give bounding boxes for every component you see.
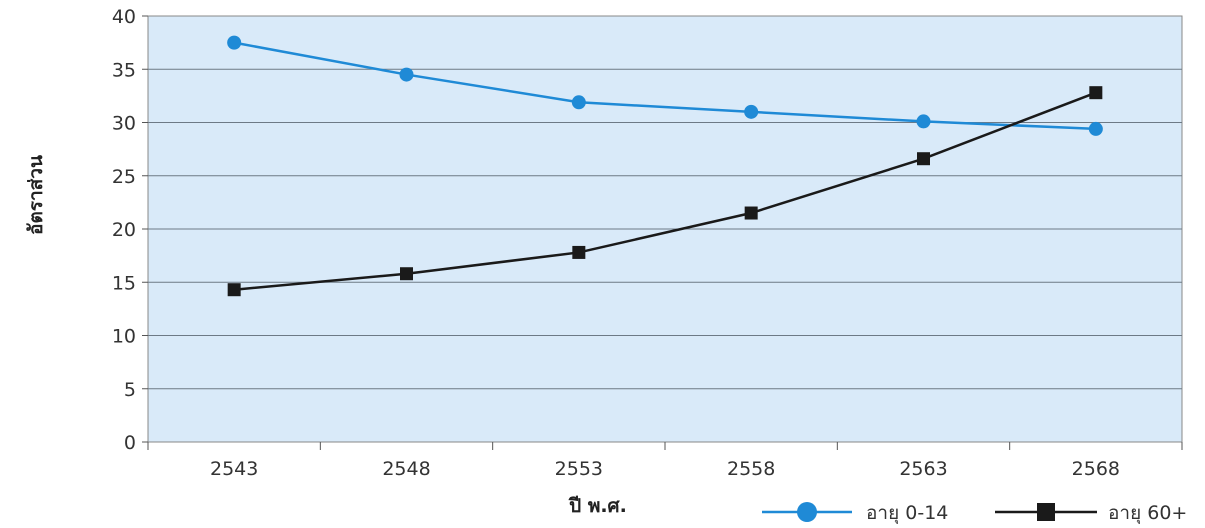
x-tick-label: 2568 <box>1072 458 1120 480</box>
data-point <box>744 206 758 220</box>
y-tick-label: 5 <box>124 379 136 401</box>
x-axis-title: ปี พ.ศ. <box>568 495 626 517</box>
legend: อายุ 0-14 อายุ 60+ <box>762 502 1187 525</box>
legend-label: อายุ 0-14 <box>866 502 948 525</box>
gridlines <box>148 68 1182 390</box>
data-point <box>917 152 930 166</box>
x-tick-label: 2558 <box>727 458 775 480</box>
x-tick-label: 2553 <box>555 458 603 480</box>
y-axis-ticks: 0 5 10 15 20 25 30 35 40 <box>112 6 148 454</box>
data-point <box>572 245 586 259</box>
x-axis-ticks: 2543 2548 2553 2558 2563 2568 <box>147 442 1183 480</box>
y-tick-label: 25 <box>112 166 136 188</box>
x-tick-label: 2543 <box>210 458 258 480</box>
y-tick-label: 0 <box>124 432 136 454</box>
data-point <box>1089 86 1103 100</box>
series-line <box>234 91 1097 291</box>
y-tick-label: 15 <box>112 272 136 294</box>
data-point <box>399 67 414 82</box>
data-point <box>400 267 413 281</box>
series-group <box>227 35 1103 297</box>
legend-marker <box>1037 503 1055 521</box>
x-tick-label: 2563 <box>899 458 947 480</box>
series-line <box>233 41 1096 131</box>
legend-marker <box>797 502 817 522</box>
data-point <box>227 283 241 297</box>
y-tick-label: 30 <box>112 113 136 135</box>
legend-label: อายุ 60+ <box>1108 502 1187 525</box>
data-point <box>227 35 242 50</box>
y-axis-title: อัตราส่วน <box>25 155 47 235</box>
y-tick-label: 40 <box>112 6 136 28</box>
data-point <box>571 95 586 110</box>
data-point <box>916 114 931 129</box>
y-tick-label: 20 <box>112 219 136 241</box>
y-tick-label: 10 <box>112 326 136 348</box>
data-point <box>744 104 759 119</box>
data-point <box>1088 121 1103 136</box>
x-tick-label: 2548 <box>382 458 430 480</box>
y-tick-label: 35 <box>112 59 136 81</box>
